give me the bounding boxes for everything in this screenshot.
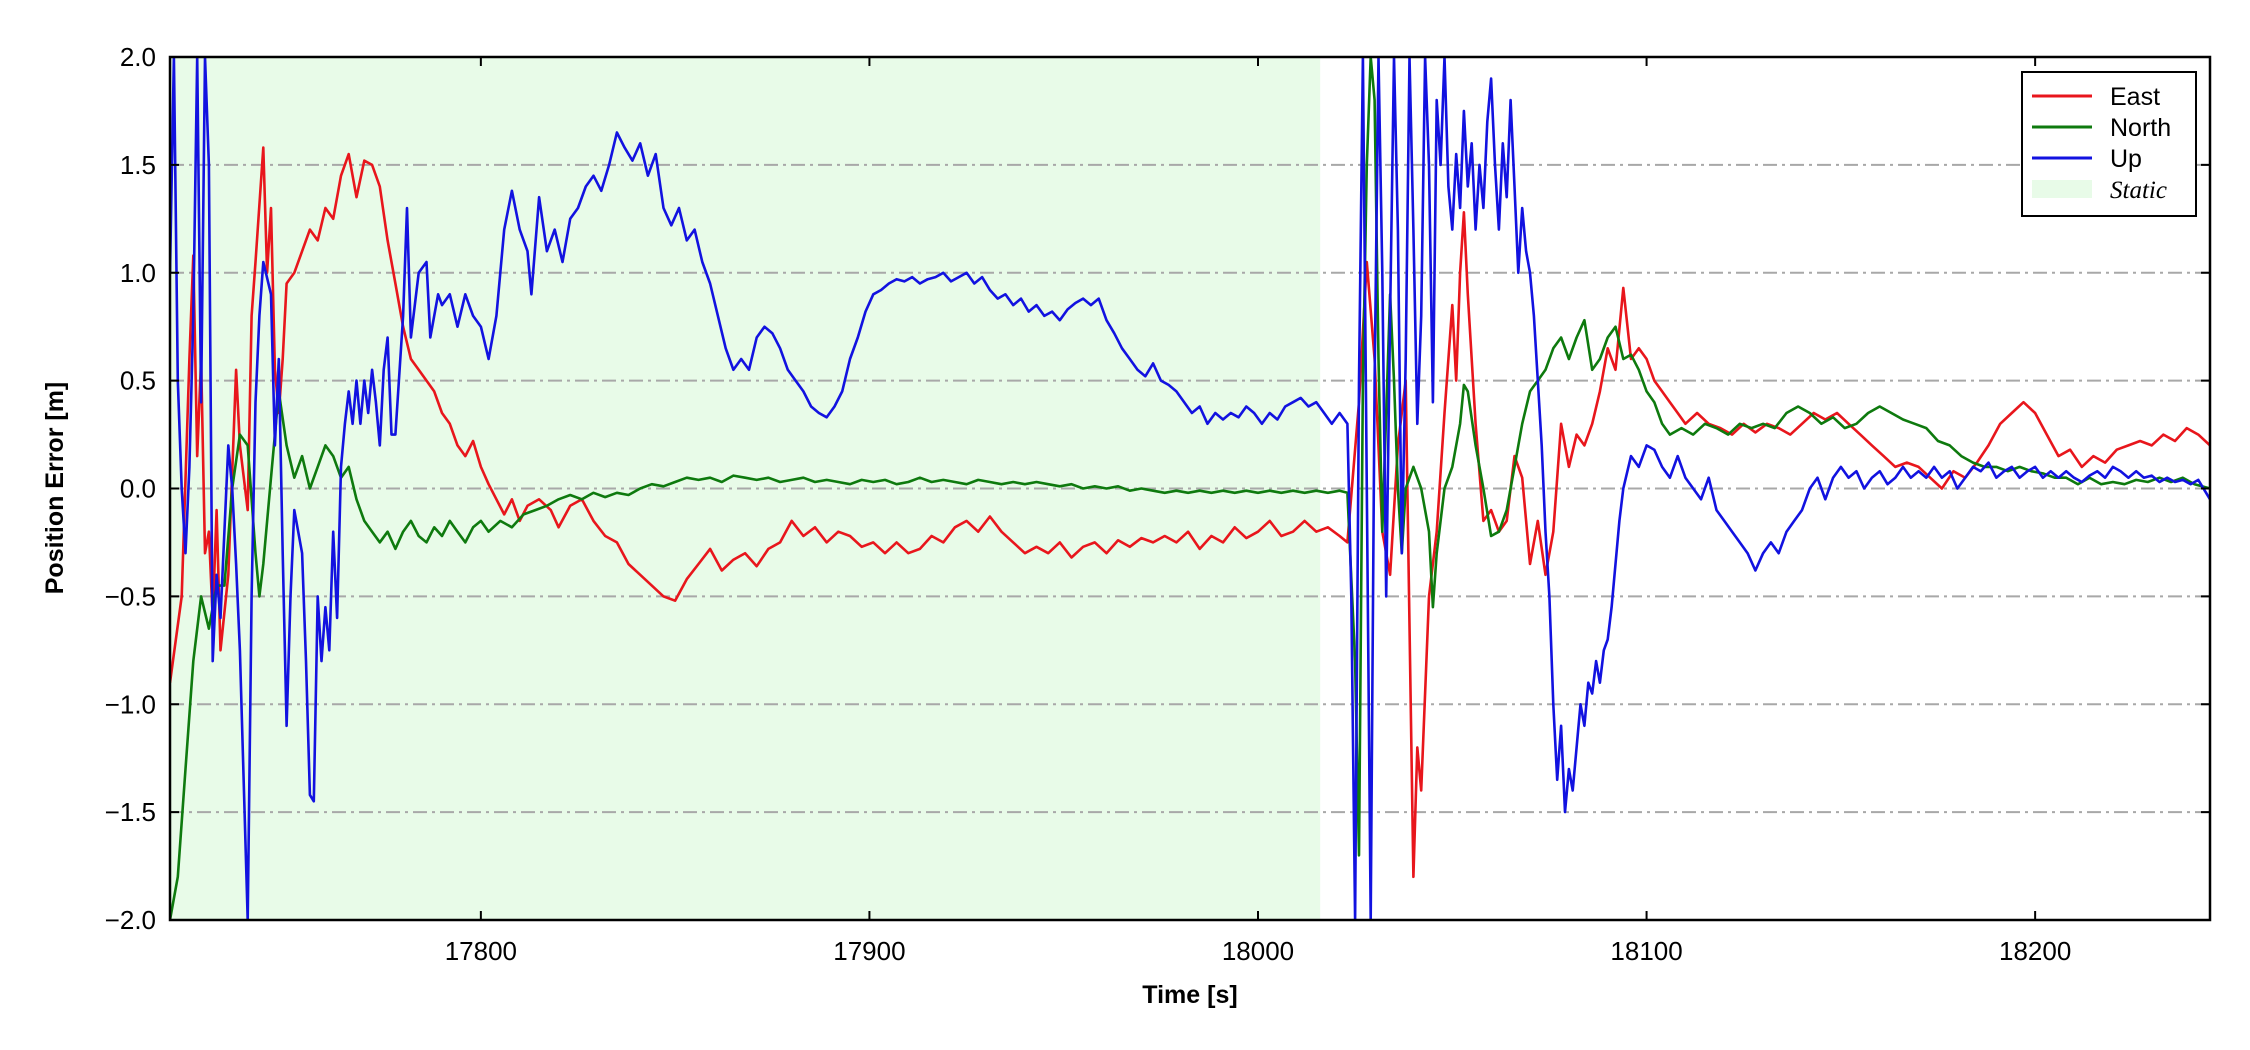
y-tick-label: 1.5 (120, 150, 156, 180)
x-tick-label: 17800 (445, 936, 517, 966)
gridlines (170, 163, 2210, 814)
y-tick-label: 0.0 (120, 474, 156, 504)
x-tick-label: 18000 (1222, 936, 1294, 966)
y-tick-label: −2.0 (105, 905, 156, 935)
legend-swatch-static (2032, 180, 2092, 198)
legend: East North Up Static (2021, 71, 2197, 217)
axis-ticks: 17800 17900 18000 18100 18200 −2.0 −1.5 −1.0 −0.… (105, 42, 2210, 966)
y-tick-label: −1.5 (105, 797, 156, 827)
legend-label-north: North (2110, 114, 2171, 142)
x-axis-title: Time [s] (1142, 981, 1237, 1009)
series-line-up (170, 57, 2210, 920)
y-tick-label: 0.5 (120, 366, 156, 396)
y-tick-label: −1.0 (105, 689, 156, 719)
legend-label-static: Static (2110, 177, 2167, 204)
series-line-east (170, 146, 2210, 879)
y-tick-label: 2.0 (120, 42, 156, 72)
series-layer (170, 57, 2210, 920)
y-tick-label: −0.5 (105, 581, 156, 611)
x-tick-label: 17900 (833, 936, 905, 966)
legend-label-up: Up (2110, 145, 2142, 173)
x-tick-label: 18200 (1999, 936, 2071, 966)
y-axis-title: Position Error [m] (41, 382, 69, 595)
legend-label-east: East (2110, 83, 2160, 111)
y-tick-label: 1.0 (120, 258, 156, 288)
x-tick-label: 18100 (1610, 936, 1682, 966)
series-line-north (170, 57, 2210, 920)
